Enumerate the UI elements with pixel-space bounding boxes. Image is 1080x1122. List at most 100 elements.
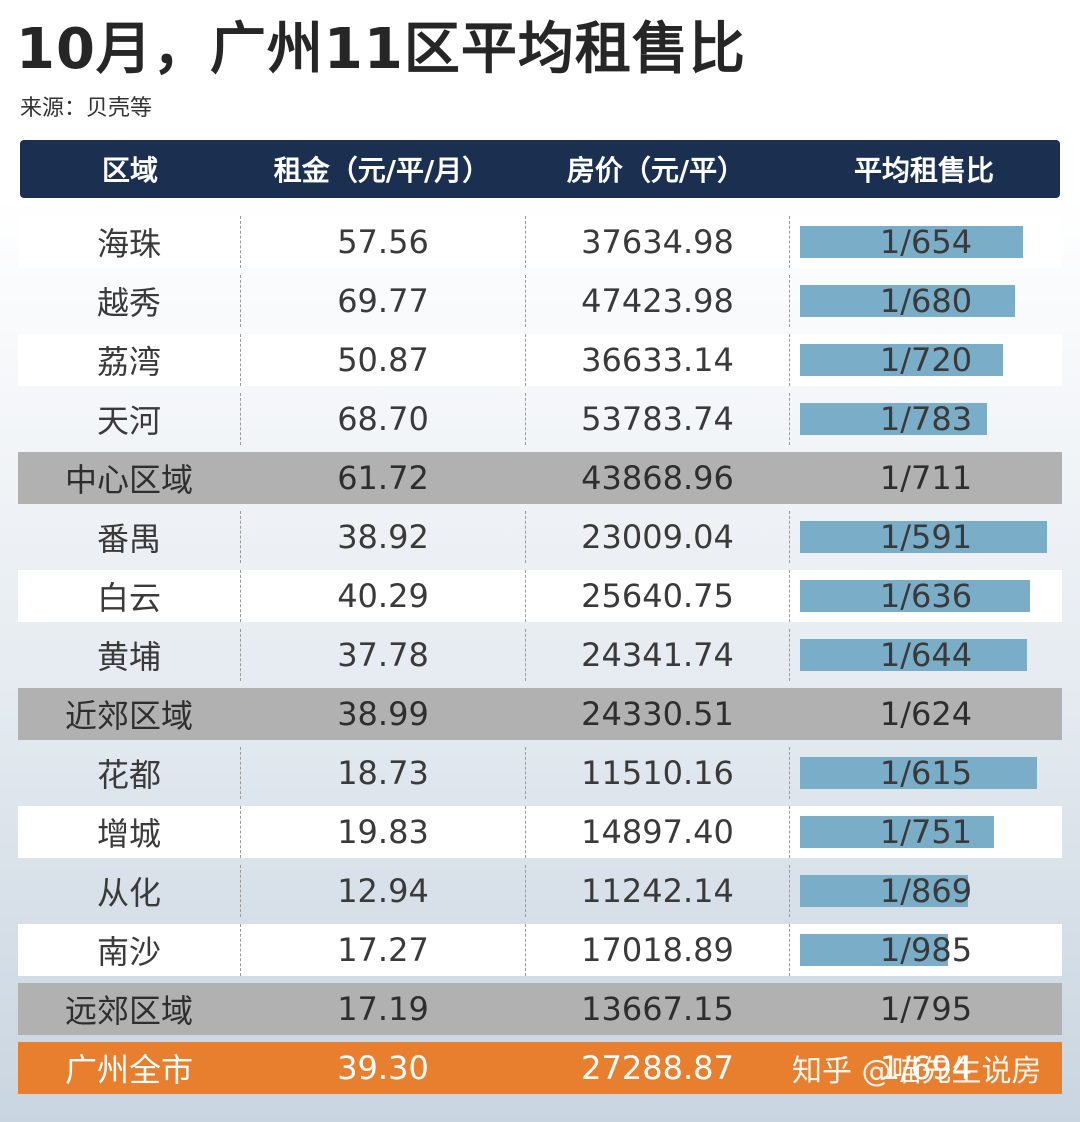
rent-cell: 38.99: [337, 695, 429, 733]
subtotal-row: 近郊区域 38.99 24330.51 1/624: [18, 688, 1062, 740]
ratio-label: 1/624: [879, 695, 973, 733]
table-row: 增城 19.83 14897.40 1/751: [18, 806, 1062, 858]
ratio-bar: [800, 757, 1038, 789]
rent-cell: 61.72: [337, 459, 429, 497]
ratio-bar: [800, 344, 1003, 376]
ratio-label: 1/680: [879, 282, 973, 320]
ratio-cell: 1/694: [789, 1042, 1062, 1094]
ratio-label: 1/636: [879, 577, 973, 615]
ratio-cell: 1/720: [789, 334, 1062, 386]
rent-cell: 19.83: [240, 806, 525, 858]
region-cell: 白云: [96, 579, 161, 617]
ratio-cell: 1/636: [789, 570, 1062, 622]
price-cell: 23009.04: [525, 511, 789, 563]
ratio-bar: [800, 403, 987, 435]
rent-cell: 68.70: [240, 393, 525, 445]
price-cell: 14897.40: [525, 806, 789, 858]
region-cell: 番禺: [96, 520, 161, 558]
region-cell: 南沙: [96, 933, 161, 971]
watermark: 知乎 @喵先生说房: [792, 1054, 1042, 1089]
rent-cell: 37.78: [240, 629, 525, 681]
rent-cell: 12.94: [240, 865, 525, 917]
table-row: 白云 40.29 25640.75 1/636: [18, 570, 1062, 622]
region-cell: 从化: [96, 874, 161, 912]
ratio-bar: [800, 226, 1024, 258]
ratio-cell: 1/869: [789, 865, 1062, 917]
ratio-cell: 1/711: [789, 452, 1062, 504]
ratio-label: 1/783: [879, 400, 973, 438]
ratio-label: 1/985: [879, 931, 973, 969]
region-cell: 越秀: [96, 284, 161, 322]
ratio-bar: [800, 934, 949, 966]
rent-cell: 38.92: [240, 511, 525, 563]
ratio-cell: 1/795: [789, 983, 1062, 1035]
table-row: 南沙 17.27 17018.89 1/985: [18, 924, 1062, 976]
ratio-bar: [800, 875, 968, 907]
ratio-label: 1/591: [879, 518, 973, 556]
rent-cell: 69.77: [240, 275, 525, 327]
rent-cell: 17.19: [337, 990, 429, 1028]
region-cell: 花都: [96, 756, 161, 794]
ratio-label: 1/751: [879, 813, 973, 851]
price-cell: 43868.96: [581, 459, 734, 497]
table-row: 天河 68.70 53783.74 1/783: [18, 393, 1062, 445]
ratio-label: 1/654: [879, 223, 973, 261]
table-row: 越秀 69.77 47423.98 1/680: [18, 275, 1062, 327]
header-price: 房价（元/平）: [566, 154, 746, 187]
table-row: 海珠 57.56 37634.98 1/654: [18, 216, 1062, 268]
price-cell: 11510.16: [525, 747, 789, 799]
price-cell: 24341.74: [525, 629, 789, 681]
region-cell: 荔湾: [96, 343, 161, 381]
region-cell: 天河: [96, 402, 161, 440]
region-cell: 增城: [96, 815, 161, 853]
ratio-bar: [800, 285, 1015, 317]
rent-cell: 57.56: [240, 216, 525, 268]
rent-cell: 40.29: [240, 570, 525, 622]
region-cell: 中心区域: [64, 461, 193, 499]
table-row: 从化 12.94 11242.14 1/869: [18, 865, 1062, 917]
region-cell: 远郊区域: [64, 992, 193, 1030]
rent-cell: 39.30: [337, 1049, 429, 1087]
ratio-label: 1/694: [879, 1049, 973, 1087]
table-header: 区域 租金（元/平/月） 房价（元/平） 平均租售比: [20, 140, 1060, 198]
price-cell: 27288.87: [581, 1049, 734, 1087]
ratio-label: 1/615: [879, 754, 973, 792]
header-region: 区域: [101, 154, 158, 187]
rent-cell: 17.27: [240, 924, 525, 976]
source-note: 来源：贝壳等: [20, 96, 153, 121]
price-cell: 37634.98: [525, 216, 789, 268]
header-ratio: 平均租售比: [853, 154, 994, 187]
ratio-cell: 1/624: [789, 688, 1062, 740]
table-body: 海珠 57.56 37634.98 1/654 越秀 69.77 47423.98 1/680…: [18, 216, 1062, 1101]
region-cell: 近郊区域: [64, 697, 193, 735]
rent-cell: 18.73: [240, 747, 525, 799]
table-row: 荔湾 50.87 36633.14 1/720: [18, 334, 1062, 386]
ratio-cell: 1/615: [789, 747, 1062, 799]
price-cell: 36633.14: [525, 334, 789, 386]
subtotal-row: 远郊区域 17.19 13667.15 1/795: [18, 983, 1062, 1035]
ratio-label: 1/869: [879, 872, 973, 910]
header-rent: 租金（元/平/月）: [273, 154, 491, 187]
ratio-label: 1/644: [879, 636, 973, 674]
ratio-cell: 1/751: [789, 806, 1062, 858]
ratio-cell: 1/591: [789, 511, 1062, 563]
ratio-label: 1/711: [879, 459, 973, 497]
region-cell: 广州全市: [64, 1051, 193, 1089]
ratio-cell: 1/644: [789, 629, 1062, 681]
total-row: 广州全市 39.30 27288.87 1/694: [18, 1042, 1062, 1094]
price-cell: 47423.98: [525, 275, 789, 327]
ratio-label: 1/795: [879, 990, 973, 1028]
ratio-bar: [800, 521, 1047, 553]
region-cell: 黄埔: [96, 638, 161, 676]
table-row: 番禺 38.92 23009.04 1/591: [18, 511, 1062, 563]
ratio-cell: 1/680: [789, 275, 1062, 327]
ratio-cell: 1/985: [789, 924, 1062, 976]
ratio-bar: [800, 580, 1030, 612]
ratio-label: 1/720: [879, 341, 973, 379]
ratio-bar: [800, 816, 995, 848]
page-title: 10月，广州11区平均租售比: [16, 17, 746, 82]
subtotal-row: 中心区域 61.72 43868.96 1/711: [18, 452, 1062, 504]
price-cell: 11242.14: [525, 865, 789, 917]
price-cell: 53783.74: [525, 393, 789, 445]
rent-cell: 50.87: [240, 334, 525, 386]
